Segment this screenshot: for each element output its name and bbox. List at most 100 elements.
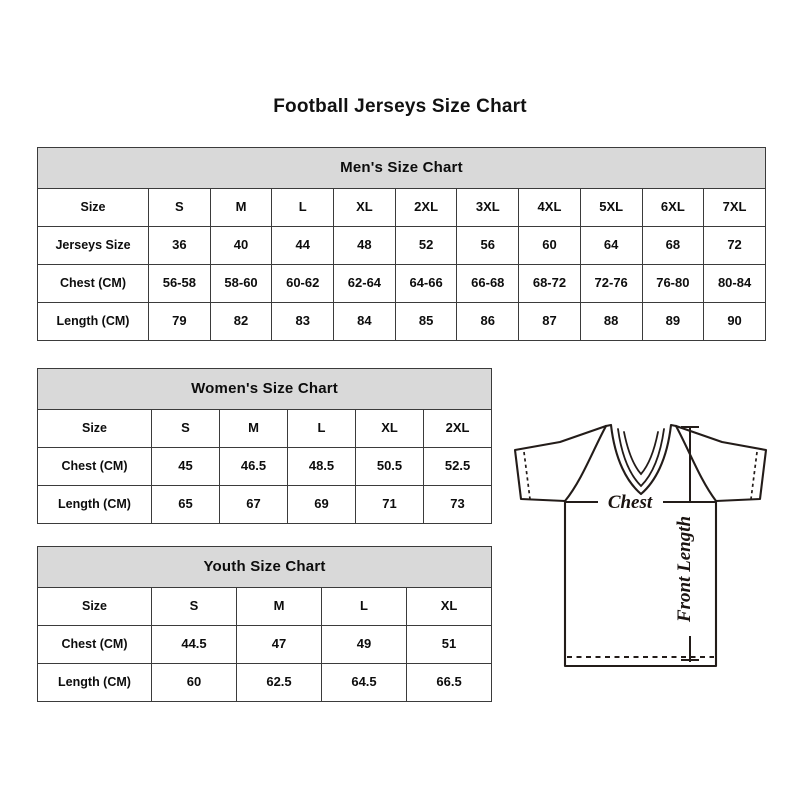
youth-header-cell-xl: XL [405,587,493,626]
womens-chest-xl: 50.5 [355,447,424,486]
mens-length-s: 79 [148,302,211,341]
mens-jerseys-size-l: 44 [271,226,335,265]
mens-jerseys-size-3xl: 56 [456,226,520,265]
mens-header-cell-size: Size [37,188,149,227]
mens-row-label-chest: Chest (CM) [37,264,149,303]
page-title: Football Jerseys Size Chart [273,96,527,117]
mens-length-5xl: 88 [579,302,643,341]
youth-header-cell-m: M [236,587,322,626]
youth-chest-s: 44.5 [151,625,237,664]
table-row: Length (CM) 79 82 83 84 85 86 87 88 89 9… [37,302,766,341]
womens-header-cell-2xl: 2XL [422,409,493,448]
womens-row-label-chest: Chest (CM) [37,447,152,486]
mens-chest-s: 56-58 [148,264,211,303]
womens-table-title: Women's Size Chart [36,368,493,410]
table-row: Jerseys Size 36 40 44 48 52 56 60 64 68 … [37,226,766,265]
mens-header-cell-m: M [209,188,273,227]
mens-length-6xl: 89 [641,302,705,341]
mens-row-label-jerseys-size: Jerseys Size [37,226,149,265]
youth-length-l: 64.5 [321,663,407,702]
chest-measure-label: Chest [608,492,653,513]
womens-chest-l: 48.5 [287,447,356,486]
front-length-measure-label: Front Length [674,516,695,623]
table-row: Length (CM) 65 67 69 71 73 [37,485,493,524]
womens-chest-m: 46.5 [219,447,288,486]
mens-table-header-row: Size S M L XL 2XL 3XL 4XL 5XL 6XL 7XL [37,188,766,227]
youth-table-title-row: Youth Size Chart [36,546,493,588]
youth-chest-xl: 51 [405,625,493,664]
mens-table-title: Men's Size Chart [37,147,766,189]
womens-length-m: 67 [219,485,288,524]
youth-row-label-chest: Chest (CM) [37,625,152,664]
youth-table-title: Youth Size Chart [36,546,493,588]
mens-jerseys-size-7xl: 72 [703,226,766,265]
youth-length-s: 60 [151,663,237,702]
womens-table-header-row: Size S M L XL 2XL [37,409,493,448]
youth-header-cell-size: Size [37,587,152,626]
mens-chest-7xl: 80-84 [703,264,766,303]
mens-length-3xl: 86 [456,302,520,341]
mens-chest-6xl: 76-80 [641,264,705,303]
youth-size-chart-table: Youth Size Chart Size S M L XL Chest (CM… [36,546,493,702]
mens-chest-l: 60-62 [271,264,335,303]
womens-length-xl: 71 [355,485,424,524]
womens-chest-s: 45 [151,447,220,486]
jersey-measurement-diagram: Chest Front Length [498,404,778,694]
womens-header-cell-s: S [151,409,220,448]
mens-jerseys-size-4xl: 60 [518,226,581,265]
youth-table-header-row: Size S M L XL [37,587,493,626]
mens-size-chart-table: Men's Size Chart Size S M L XL 2XL 3XL 4… [37,147,766,341]
womens-header-cell-xl: XL [355,409,424,448]
youth-row-label-length: Length (CM) [37,663,152,702]
mens-jerseys-size-s: 36 [148,226,211,265]
youth-chest-l: 49 [321,625,407,664]
mens-jerseys-size-m: 40 [209,226,273,265]
mens-length-m: 82 [209,302,273,341]
mens-length-4xl: 87 [518,302,581,341]
mens-header-cell-3xl: 3XL [456,188,520,227]
mens-header-cell-s: S [148,188,211,227]
youth-header-cell-l: L [321,587,407,626]
mens-header-cell-xl: XL [333,188,396,227]
mens-row-label-length: Length (CM) [37,302,149,341]
table-row: Chest (CM) 44.5 47 49 51 [37,625,493,664]
table-row: Chest (CM) 45 46.5 48.5 50.5 52.5 [37,447,493,486]
youth-header-cell-s: S [151,587,237,626]
womens-chest-2xl: 52.5 [422,447,493,486]
womens-header-cell-m: M [219,409,288,448]
mens-chest-xl: 62-64 [333,264,396,303]
womens-row-label-length: Length (CM) [37,485,152,524]
mens-length-xl: 84 [333,302,396,341]
mens-header-cell-7xl: 7XL [703,188,766,227]
mens-chest-m: 58-60 [209,264,273,303]
mens-header-cell-2xl: 2XL [394,188,458,227]
youth-chest-m: 47 [236,625,322,664]
mens-jerseys-size-xl: 48 [333,226,396,265]
youth-length-xl: 66.5 [405,663,493,702]
mens-chest-4xl: 68-72 [518,264,581,303]
mens-chest-5xl: 72-76 [579,264,643,303]
mens-header-cell-5xl: 5XL [579,188,643,227]
womens-length-s: 65 [151,485,220,524]
womens-size-chart-table: Women's Size Chart Size S M L XL 2XL Che… [36,368,493,524]
mens-chest-3xl: 66-68 [456,264,520,303]
mens-header-cell-6xl: 6XL [641,188,705,227]
womens-length-2xl: 73 [422,485,493,524]
table-row: Chest (CM) 56-58 58-60 60-62 62-64 64-66… [37,264,766,303]
womens-table-title-row: Women's Size Chart [36,368,493,410]
mens-header-cell-l: L [271,188,335,227]
mens-jerseys-size-2xl: 52 [394,226,458,265]
youth-length-m: 62.5 [236,663,322,702]
mens-length-l: 83 [271,302,335,341]
mens-jerseys-size-5xl: 64 [579,226,643,265]
womens-header-cell-size: Size [37,409,152,448]
tshirt-vneck-outline-icon: Chest Front Length [513,423,768,668]
mens-table-title-row: Men's Size Chart [37,147,766,189]
mens-chest-2xl: 64-66 [394,264,458,303]
mens-jerseys-size-6xl: 68 [641,226,705,265]
mens-length-2xl: 85 [394,302,458,341]
table-row: Length (CM) 60 62.5 64.5 66.5 [37,663,493,702]
mens-length-7xl: 90 [703,302,766,341]
womens-length-l: 69 [287,485,356,524]
womens-header-cell-l: L [287,409,356,448]
